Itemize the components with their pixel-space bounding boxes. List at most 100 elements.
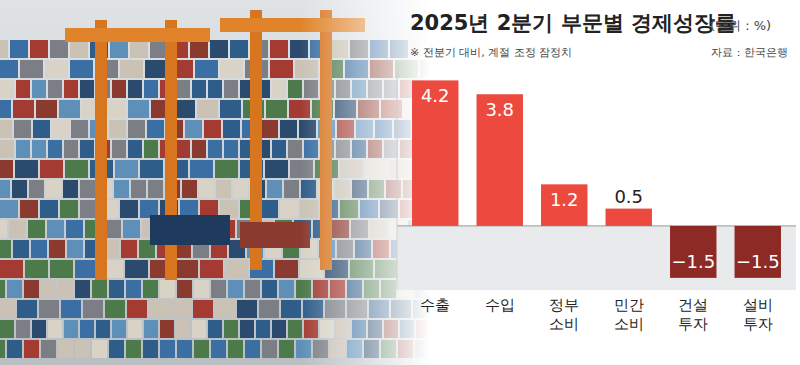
photo-container bbox=[70, 40, 88, 58]
photo-container bbox=[280, 200, 298, 218]
photo-container bbox=[288, 80, 302, 98]
photo-container bbox=[223, 120, 240, 138]
x-tick-label-line: 민간 bbox=[614, 296, 644, 314]
chart: 2025년 2분기 부문별 경제성장률(단위 : %)※ 전분기 대비, 계절 … bbox=[0, 0, 800, 365]
photo-container bbox=[120, 60, 143, 78]
photo-container bbox=[228, 340, 243, 358]
photo-container bbox=[208, 80, 222, 98]
photo-container bbox=[61, 300, 81, 318]
photo-container bbox=[28, 220, 45, 238]
photo-container bbox=[16, 320, 30, 338]
bar bbox=[541, 184, 587, 226]
x-tick-label: 수입 bbox=[485, 296, 515, 314]
photo-container bbox=[279, 280, 294, 298]
photo-container bbox=[24, 280, 39, 298]
photo-container bbox=[50, 260, 73, 278]
photo-container bbox=[48, 140, 62, 158]
photo-container bbox=[128, 80, 142, 98]
photo-container bbox=[260, 200, 278, 218]
x-tick-label: 수출 bbox=[420, 296, 450, 314]
photo-container bbox=[0, 60, 18, 78]
photo-container bbox=[52, 120, 69, 138]
photo-container bbox=[32, 80, 46, 98]
photo-container bbox=[0, 280, 5, 298]
photo-container bbox=[75, 260, 98, 278]
photo-container bbox=[144, 80, 158, 98]
photo-container bbox=[16, 140, 30, 158]
photo-container bbox=[224, 140, 238, 158]
photo-container bbox=[224, 80, 238, 98]
photo-container bbox=[267, 180, 282, 198]
photo-container bbox=[80, 320, 94, 338]
photo-container bbox=[185, 120, 202, 138]
x-tick-label-line: 수입 bbox=[485, 296, 515, 314]
photo-container bbox=[109, 120, 126, 138]
photo-container bbox=[32, 140, 46, 158]
photo-container bbox=[58, 340, 73, 358]
data-label: 0.5 bbox=[614, 186, 643, 207]
photo-container bbox=[31, 240, 47, 258]
bar bbox=[670, 226, 716, 278]
x-tick-label-line: 설비 bbox=[743, 296, 773, 314]
photo-container bbox=[216, 180, 231, 198]
x-tick-label-line: 소비 bbox=[614, 315, 644, 333]
photo-container bbox=[272, 140, 286, 158]
photo-container bbox=[233, 180, 248, 198]
x-tick-label: 정부소비 bbox=[549, 296, 579, 333]
photo-container bbox=[228, 280, 243, 298]
photo-container bbox=[176, 80, 190, 98]
photo-container bbox=[256, 320, 270, 338]
photo-container bbox=[215, 300, 235, 318]
photo-container bbox=[48, 80, 62, 98]
title: 2025년 2분기 부문별 경제성장률 bbox=[410, 11, 736, 35]
photo-container bbox=[265, 160, 288, 178]
photo-container bbox=[0, 80, 14, 98]
photo-container bbox=[280, 120, 297, 138]
photo-container bbox=[128, 320, 142, 338]
photo-container bbox=[193, 300, 213, 318]
subtitle: (단위 : %) bbox=[710, 18, 771, 33]
photo-container bbox=[224, 320, 238, 338]
photo-container bbox=[30, 40, 48, 58]
photo-container bbox=[176, 320, 190, 338]
photo-container bbox=[143, 340, 158, 358]
photo-container bbox=[80, 80, 94, 98]
photo-container bbox=[262, 280, 277, 298]
photo-container bbox=[127, 300, 147, 318]
photo-container bbox=[220, 60, 243, 78]
bar bbox=[477, 94, 523, 226]
photo-container bbox=[45, 60, 68, 78]
photo-container bbox=[174, 100, 195, 118]
photo-container bbox=[195, 60, 218, 78]
photo-container bbox=[149, 300, 169, 318]
photo-container bbox=[47, 220, 64, 238]
photo-container bbox=[59, 100, 80, 118]
photo-container bbox=[48, 320, 62, 338]
photo-container bbox=[208, 140, 222, 158]
photo-container bbox=[67, 240, 83, 258]
photo-container bbox=[63, 180, 78, 198]
photo-container bbox=[123, 220, 140, 238]
x-tick-label: 건설투자 bbox=[678, 296, 708, 333]
photo-container bbox=[130, 40, 148, 58]
photo-container bbox=[182, 180, 197, 198]
photo-container bbox=[33, 120, 50, 138]
photo-container bbox=[40, 160, 63, 178]
bar bbox=[412, 80, 458, 226]
photo bbox=[0, 0, 430, 365]
photo-container bbox=[192, 140, 206, 158]
photo-container bbox=[110, 40, 128, 58]
bar bbox=[606, 209, 652, 226]
photo-truck bbox=[150, 215, 230, 245]
photo-container bbox=[20, 60, 43, 78]
x-tick-label-line: 소비 bbox=[549, 315, 579, 333]
data-label: −1.5 bbox=[671, 251, 715, 272]
photo-container bbox=[288, 320, 302, 338]
photo-container bbox=[15, 160, 38, 178]
bars bbox=[412, 80, 781, 277]
photo-container bbox=[126, 280, 141, 298]
photo-container bbox=[284, 180, 299, 198]
photo-container bbox=[58, 280, 73, 298]
photo-container bbox=[211, 340, 226, 358]
photo-container bbox=[144, 140, 158, 158]
